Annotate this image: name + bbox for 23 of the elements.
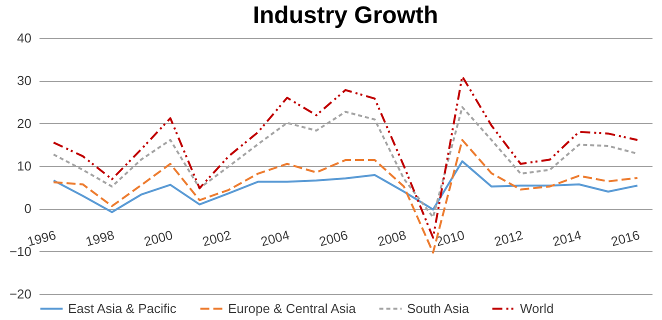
x-tick-label: 2006 — [318, 227, 350, 250]
legend-label: World — [520, 300, 554, 316]
x-tick-label: 2004 — [259, 227, 291, 250]
x-tick-label: 2010 — [434, 227, 466, 250]
x-tick-label: 2014 — [551, 227, 583, 250]
y-tick-label: 30 — [17, 73, 32, 88]
legend-label: East Asia & Pacific — [68, 300, 177, 316]
x-tick-label: 2002 — [200, 227, 233, 250]
chart-title: Industry Growth — [252, 2, 438, 29]
y-tick-label: −10 — [9, 244, 32, 259]
line-series — [52, 160, 638, 214]
x-tick-label: 1998 — [84, 227, 116, 250]
y-tick-label: 20 — [17, 116, 32, 131]
y-tick-label: 0 — [24, 201, 32, 216]
y-tick-label: 40 — [17, 30, 32, 46]
x-tick-label: 2000 — [142, 227, 174, 250]
legend-label: Europe & Central Asia — [228, 300, 357, 316]
y-tick-label: −20 — [9, 286, 32, 302]
y-tick-label: 10 — [17, 158, 32, 174]
x-tick-label: 2016 — [609, 227, 642, 250]
x-tick-label: 2008 — [376, 227, 408, 250]
legend-label: South Asia — [407, 300, 470, 316]
x-tick-label: 2012 — [492, 227, 525, 250]
